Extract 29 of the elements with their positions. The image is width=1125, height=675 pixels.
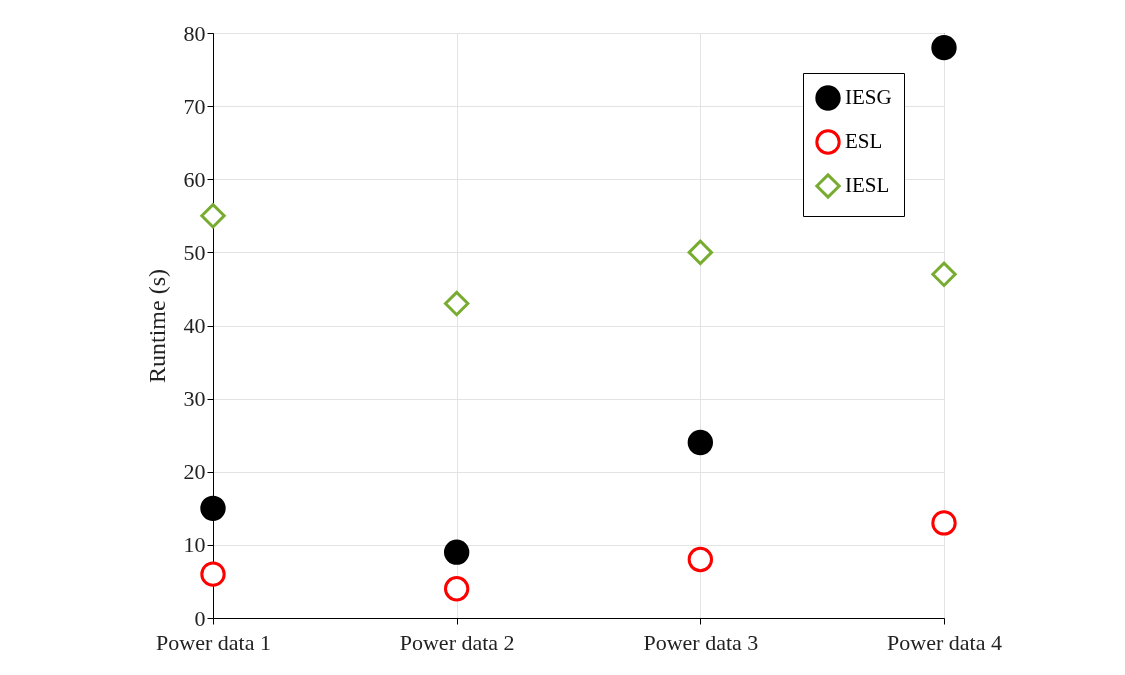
y-tick-label: 10 — [183, 532, 206, 558]
point — [443, 539, 470, 565]
point — [931, 261, 957, 287]
x-tick-label: Power data 3 — [643, 629, 759, 655]
y-tick-label: 60 — [183, 166, 206, 192]
y-tick-label: 40 — [183, 313, 206, 338]
y-tick-label: 70 — [183, 93, 206, 119]
y-tick-label: 20 — [183, 459, 206, 485]
point — [200, 203, 226, 229]
y-axis-title: Runtime (s) — [143, 269, 170, 383]
point — [687, 546, 714, 573]
x-tick-label: Power data 2 — [399, 629, 515, 655]
point — [443, 290, 470, 317]
point — [687, 239, 714, 266]
point — [931, 34, 957, 61]
legend-label: ESL — [845, 129, 883, 153]
y-tick-label: 50 — [183, 239, 206, 265]
legend-label: IESL — [845, 173, 890, 197]
point — [687, 429, 714, 456]
legend-label: IESG — [845, 85, 892, 109]
point — [931, 510, 957, 536]
point — [443, 576, 470, 602]
y-tick-label: 30 — [183, 386, 206, 412]
y-tick-label: 80 — [183, 20, 206, 46]
x-tick-label: Power data 1 — [156, 629, 271, 655]
point — [200, 561, 226, 587]
x-tick-label: Power data 4 — [887, 629, 1002, 655]
point — [200, 495, 226, 521]
y-tick-label: 0 — [194, 605, 206, 631]
